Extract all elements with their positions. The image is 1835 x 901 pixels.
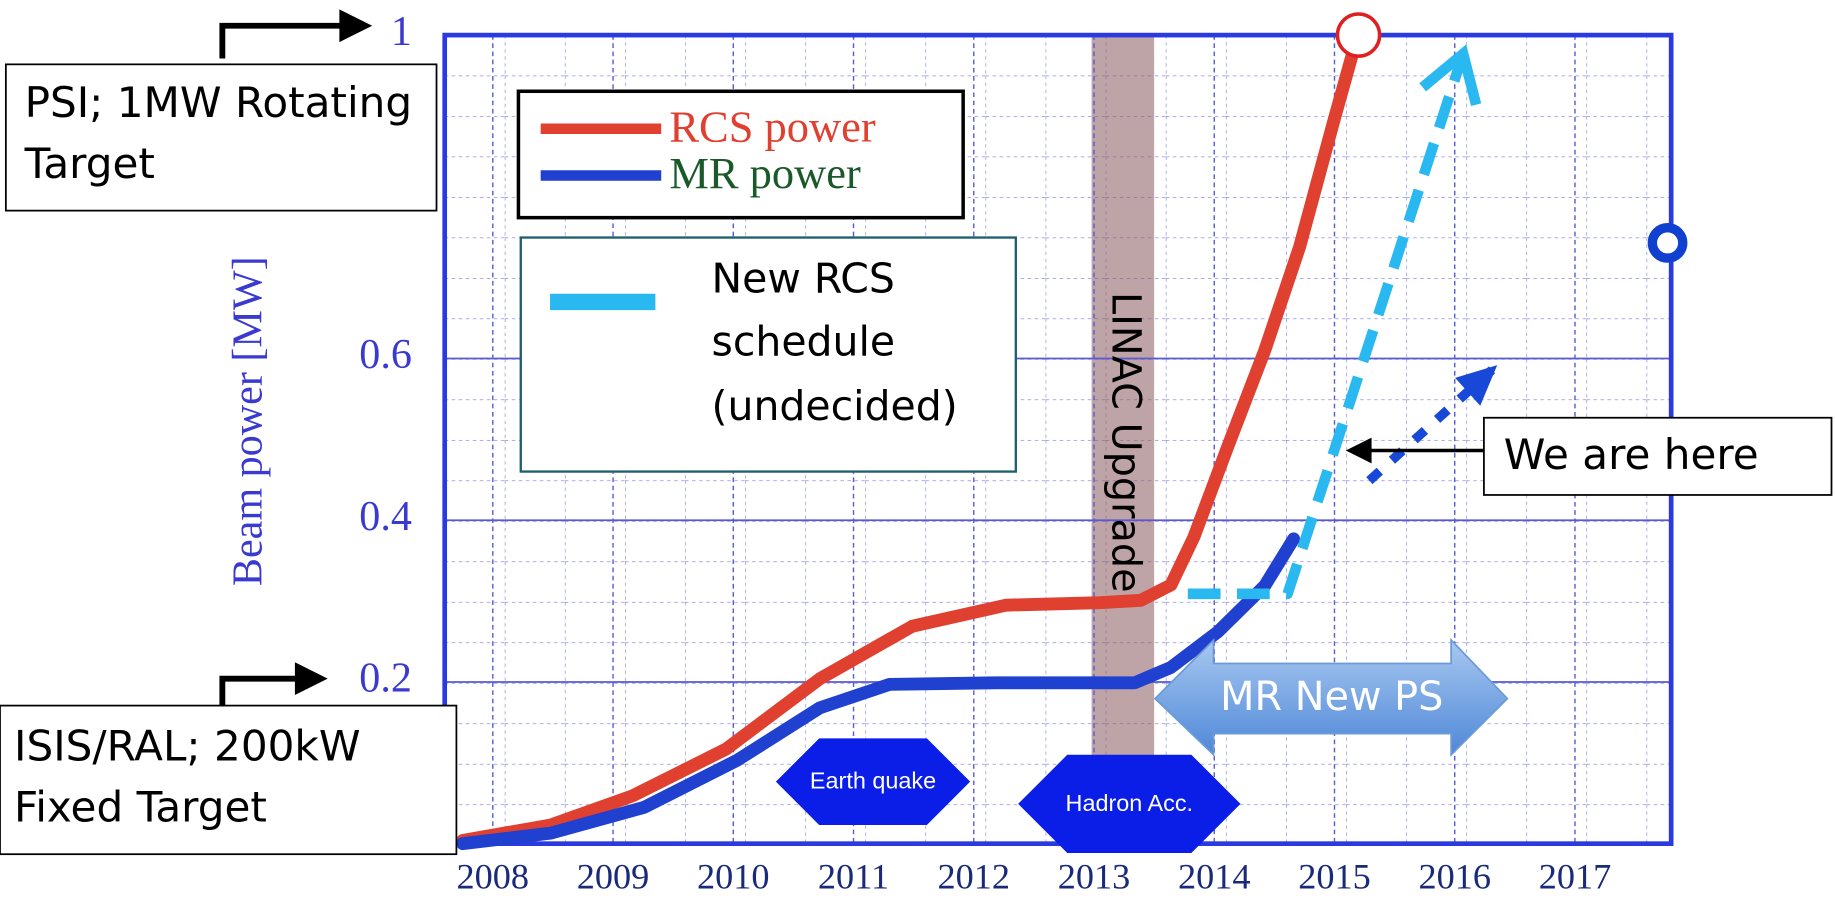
event-text-box: Hadron Acc.: [1065, 790, 1194, 817]
arrowhead: [1419, 44, 1482, 106]
note-box: [4, 63, 438, 212]
arrowhead-shape: [1455, 365, 1498, 406]
y-tick-label: 0.4: [359, 493, 412, 540]
y-tick-label: 0.2: [359, 655, 412, 702]
legend: [516, 89, 965, 220]
isis-note: ISIS/RAL; 200kW Fixed Target: [14, 723, 361, 833]
note-text-box: PSI; 1MW Rotating Target: [24, 79, 413, 189]
mr-new-ps: MR New PS: [1220, 674, 1443, 720]
psi-note: PSI; 1MW Rotating Target: [24, 79, 413, 189]
marker: [1647, 223, 1688, 263]
note-box: [0, 704, 458, 856]
x-tick-label: 2016: [1418, 856, 1491, 896]
x-tick-label: 2008: [457, 856, 530, 896]
double-arrow: [1153, 637, 1509, 757]
note-text-box: ISIS/RAL; 200kW Fixed Target: [14, 723, 361, 833]
event-hexagon: [775, 738, 971, 825]
note-box: [1483, 416, 1833, 496]
y-tick-label: 1: [391, 8, 412, 55]
legend-box: [519, 236, 1017, 473]
arrowhead: [1455, 365, 1498, 406]
legend-label: New RCS schedule (undecided): [711, 256, 958, 431]
x-tick-label: 2012: [937, 856, 1010, 896]
x-tick-label: 2010: [697, 856, 770, 896]
band: [1091, 35, 1155, 844]
arrowhead-shape: [1419, 44, 1482, 106]
legend-label: RCS power: [669, 101, 875, 151]
arrowhead: [1345, 437, 1372, 464]
event-text-box: Earth quake: [809, 768, 937, 794]
legend-text-box: New RCS schedule (undecided): [711, 256, 958, 431]
y-axis-label: Beam power [MW]: [224, 256, 271, 586]
x-tick-label: 2013: [1058, 856, 1131, 896]
x-tick-label: 2011: [818, 856, 889, 896]
x-tick-label: 2017: [1539, 856, 1612, 896]
x-tick-label: 2009: [577, 856, 650, 896]
y-tick-label: 0.6: [359, 331, 412, 378]
x-tick-label: 2014: [1178, 856, 1251, 896]
here-note: We are here: [1504, 430, 1759, 479]
marker: [1335, 12, 1382, 58]
earthquake-label: Earth quake: [809, 768, 937, 794]
series-line: [1187, 52, 1469, 600]
arrowhead: [294, 662, 328, 696]
event-hexagon: [1018, 754, 1241, 854]
x-tick-label: 2015: [1298, 856, 1371, 896]
arrowhead: [339, 9, 373, 43]
hadron-label: Hadron Acc.: [1065, 790, 1194, 817]
legend-label: MR power: [669, 148, 861, 198]
annotation-arrow: [219, 22, 352, 59]
series-line: [456, 532, 1301, 851]
annotation-arrow: [219, 675, 307, 710]
band-label: LINAC Upgrade: [1102, 292, 1148, 593]
series-line: [456, 47, 1359, 847]
